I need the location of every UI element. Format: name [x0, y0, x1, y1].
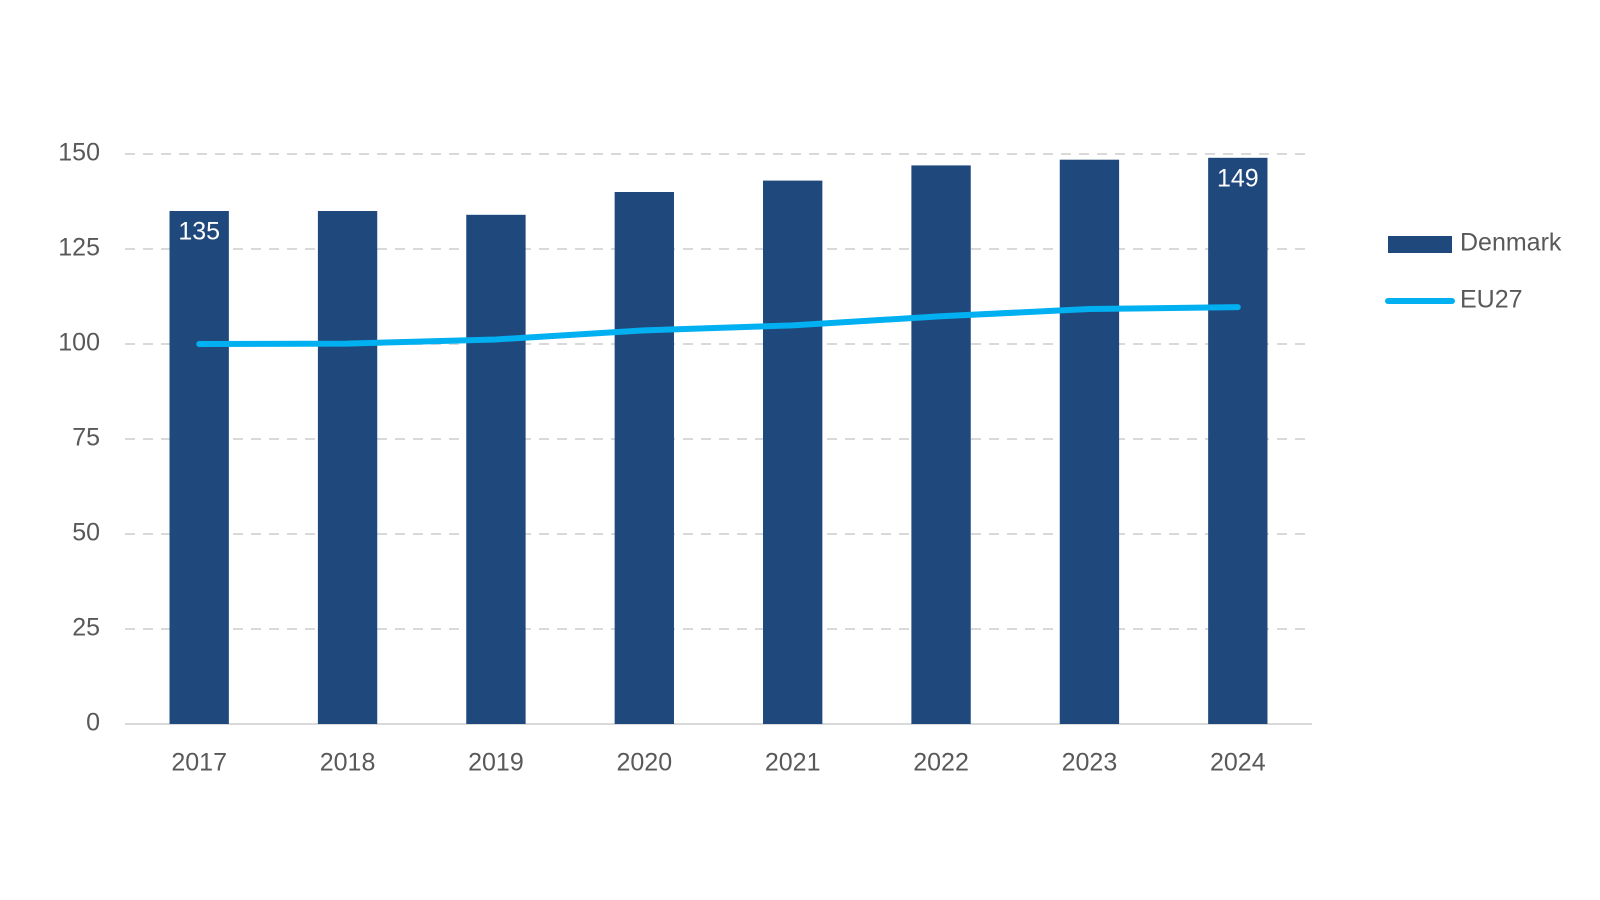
x-tick-label: 2018	[320, 749, 376, 777]
x-tick-label: 2021	[765, 749, 821, 777]
bar	[911, 165, 971, 724]
x-tick-label: 2024	[1210, 749, 1266, 777]
x-tick-label: 2023	[1062, 749, 1118, 777]
y-tick-label: 0	[86, 709, 100, 737]
data-label: 135	[178, 218, 220, 246]
bar	[169, 211, 229, 724]
x-tick-label: 2019	[468, 749, 524, 777]
legend-label: EU27	[1460, 286, 1523, 314]
data-label: 149	[1217, 164, 1259, 192]
y-tick-label: 25	[72, 614, 100, 642]
y-tick-label: 150	[58, 139, 100, 167]
legend-swatch	[1388, 236, 1452, 253]
bar	[317, 211, 378, 724]
bar	[1208, 157, 1268, 725]
y-tick-label: 100	[58, 329, 100, 357]
x-tick-label: 2022	[913, 749, 969, 777]
bar	[614, 192, 674, 724]
line	[196, 304, 1241, 347]
y-tick-label: 50	[72, 519, 100, 547]
y-tick-label: 125	[58, 234, 100, 262]
bar	[1059, 159, 1120, 724]
x-tick-label: 2017	[171, 749, 227, 777]
bar	[763, 180, 823, 725]
y-tick-label: 75	[72, 424, 100, 452]
x-tick-label: 2020	[617, 749, 673, 777]
legend-label: Denmark	[1460, 229, 1562, 257]
bar	[466, 214, 526, 725]
